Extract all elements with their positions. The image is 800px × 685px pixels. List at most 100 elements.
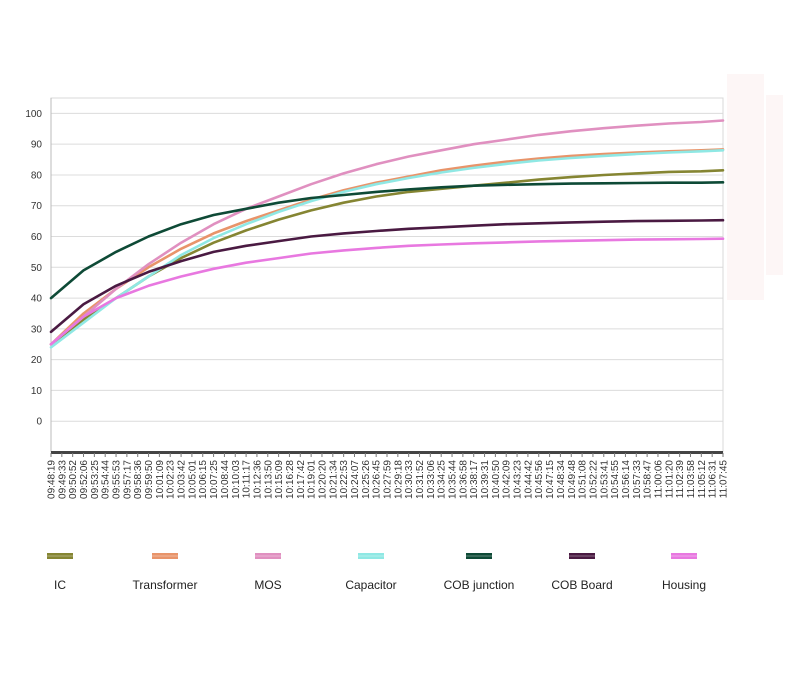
series-lines bbox=[49, 119, 725, 349]
x-tick-label: 10:02:23 bbox=[166, 460, 177, 499]
x-tick-label: 10:33:06 bbox=[426, 460, 437, 499]
x-tick-label: 10:38:17 bbox=[469, 460, 480, 499]
series-line-1 bbox=[49, 148, 725, 346]
y-tick-label-50: 50 bbox=[31, 263, 43, 274]
x-tick-label: 10:31:52 bbox=[415, 460, 426, 499]
legend-label-6: Housing bbox=[662, 578, 706, 592]
x-tick-label: 10:44:42 bbox=[523, 460, 534, 499]
x-tick-label: 11:06:31 bbox=[708, 460, 719, 499]
x-tick-label: 10:07:25 bbox=[209, 460, 220, 499]
x-tick-label: 10:45:56 bbox=[534, 460, 545, 499]
x-tick-label: 09:54:44 bbox=[101, 460, 112, 499]
x-tick-label: 09:48:19 bbox=[47, 460, 58, 499]
legend-label-2: MOS bbox=[254, 578, 281, 592]
x-tick-label: 10:20:20 bbox=[317, 460, 328, 499]
y-tick-label-80: 80 bbox=[31, 170, 43, 181]
legend-swatch-4 bbox=[466, 553, 492, 559]
x-tick-label: 10:16:28 bbox=[285, 460, 296, 499]
x-tick-label: 11:00:06 bbox=[653, 460, 664, 499]
decorative-panel-right bbox=[766, 95, 783, 275]
x-tick-label: 10:06:15 bbox=[198, 460, 209, 499]
x-tick-label: 10:22:53 bbox=[339, 460, 350, 499]
y-tick-label-100: 100 bbox=[25, 109, 42, 120]
x-tick-label: 10:11:17 bbox=[242, 460, 253, 499]
x-axis-ticks: 09:48:19 09:49:33 09:50:52 09:52:06 09:53:25… bbox=[47, 453, 730, 499]
x-tick-label: 10:53:41 bbox=[599, 460, 610, 499]
series-line-5 bbox=[49, 218, 725, 334]
x-tick-label: 10:21:34 bbox=[328, 460, 339, 499]
series-line-4 bbox=[49, 181, 725, 300]
legend-swatch-0 bbox=[47, 553, 73, 559]
x-tick-label: 10:43:23 bbox=[513, 460, 524, 499]
series-line-0 bbox=[49, 169, 725, 346]
y-tick-label-60: 60 bbox=[31, 232, 43, 243]
x-tick-label: 09:58:36 bbox=[133, 460, 144, 499]
x-tick-label: 11:02:39 bbox=[675, 460, 686, 499]
x-tick-label: 10:57:33 bbox=[632, 460, 643, 499]
x-tick-label: 10:26:45 bbox=[372, 460, 383, 499]
x-tick-label: 10:30:33 bbox=[404, 460, 415, 499]
x-tick-label: 10:03:42 bbox=[177, 460, 188, 499]
x-tick-label: 10:12:36 bbox=[252, 460, 263, 499]
x-tick-label: 09:53:25 bbox=[90, 460, 101, 499]
y-axis-ticks: 0 10 20 30 40 50 60 70 80 90 100 bbox=[25, 109, 42, 428]
x-tick-label: 10:52:22 bbox=[588, 460, 599, 499]
x-tick-label: 11:03:58 bbox=[686, 460, 697, 499]
x-tick-label: 10:39:31 bbox=[480, 460, 491, 499]
x-tick-label: 10:40:50 bbox=[491, 460, 502, 499]
x-tick-label: 10:42:09 bbox=[502, 460, 513, 499]
x-tick-label: 10:24:07 bbox=[350, 460, 361, 499]
y-tick-label-70: 70 bbox=[31, 201, 43, 212]
legend-label-4: COB junction bbox=[444, 578, 515, 592]
y-tick-label-40: 40 bbox=[31, 294, 43, 305]
x-tick-label: 11:01:20 bbox=[664, 460, 675, 499]
x-tick-label: 09:50:52 bbox=[68, 460, 79, 499]
series-line-6 bbox=[49, 237, 725, 346]
x-tick-label: 10:27:59 bbox=[383, 460, 394, 499]
legend-swatch-5 bbox=[569, 553, 595, 559]
legend: IC Transformer MOS Capacitor COB junction COB… bbox=[47, 553, 706, 592]
legend-swatch-2 bbox=[255, 553, 281, 559]
grid-lines bbox=[51, 112, 723, 422]
decorative-panel-left bbox=[727, 74, 764, 300]
x-tick-label: 09:49:33 bbox=[57, 460, 68, 499]
x-tick-label: 10:35:44 bbox=[448, 460, 459, 499]
x-tick-label: 09:52:06 bbox=[79, 460, 90, 499]
x-tick-label: 11:05:12 bbox=[697, 460, 708, 499]
x-tick-label: 10:49:48 bbox=[567, 460, 578, 499]
x-tick-label: 09:55:53 bbox=[112, 460, 123, 499]
x-tick-label: 11:07:45 bbox=[719, 460, 730, 499]
x-tick-label: 10:58:47 bbox=[643, 460, 654, 499]
x-tick-label: 10:01:09 bbox=[155, 460, 166, 499]
x-tick-label: 10:17:42 bbox=[296, 460, 307, 499]
legend-label-5: COB Board bbox=[551, 578, 612, 592]
x-tick-label: 10:48:34 bbox=[556, 460, 567, 499]
x-tick-label: 10:19:01 bbox=[307, 460, 318, 499]
y-tick-label-90: 90 bbox=[31, 140, 43, 151]
x-tick-label: 10:25:26 bbox=[361, 460, 372, 499]
x-tick-label: 10:54:55 bbox=[610, 460, 621, 499]
x-tick-label: 10:15:09 bbox=[274, 460, 285, 499]
series-line-2 bbox=[49, 119, 725, 346]
x-tick-label: 10:05:01 bbox=[187, 460, 198, 499]
x-tick-label: 09:59:50 bbox=[144, 460, 155, 499]
x-tick-label: 09:57:17 bbox=[122, 460, 133, 499]
x-tick-label: 10:34:25 bbox=[437, 460, 448, 499]
x-tick-label: 10:10:03 bbox=[231, 460, 242, 499]
y-tick-label-20: 20 bbox=[31, 355, 43, 366]
y-tick-label-30: 30 bbox=[31, 324, 43, 335]
legend-label-3: Capacitor bbox=[345, 578, 396, 592]
x-axis-line bbox=[51, 451, 723, 454]
x-tick-label: 10:51:08 bbox=[578, 460, 589, 499]
axes bbox=[50, 97, 724, 454]
x-tick-label: 10:36:58 bbox=[458, 460, 469, 499]
legend-swatch-6 bbox=[671, 553, 697, 559]
x-tick-label: 10:08:44 bbox=[220, 460, 231, 499]
y-tick-label-0: 0 bbox=[36, 417, 42, 428]
legend-label-0: IC bbox=[54, 578, 66, 592]
y-tick-label-10: 10 bbox=[31, 386, 43, 397]
x-tick-label: 10:56:14 bbox=[621, 460, 632, 499]
x-tick-label: 10:13:50 bbox=[263, 460, 274, 499]
x-tick-label: 10:29:18 bbox=[393, 460, 404, 499]
